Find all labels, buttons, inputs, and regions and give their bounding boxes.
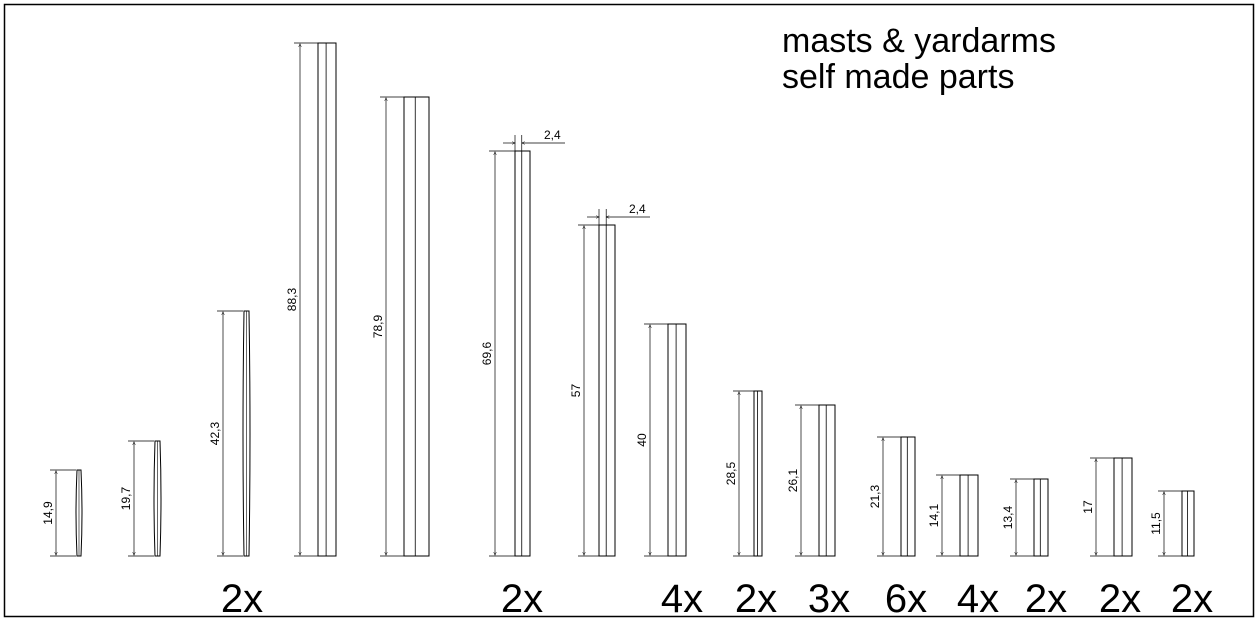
title-line-1: masts & yardarms [782,22,1056,60]
part-body [1181,490,1195,557]
length-label: 19,7 [119,486,133,510]
length-label: 40 [635,433,649,447]
length-label: 14,9 [41,501,55,525]
part-2: 19,7 [119,440,162,557]
quantity-label: 2x [1171,577,1213,620]
part-body [959,474,979,557]
quantity-label: 4x [661,577,703,620]
part-body [403,96,430,557]
quantity-label: 2x [1099,577,1141,620]
part-13: 13,4 2x [1001,478,1067,620]
part-body [1113,457,1133,557]
part-body [900,436,916,557]
length-label: 21,3 [868,484,882,508]
part-body [514,150,531,557]
length-label: 13,4 [1001,505,1015,529]
quantity-label: 2x [221,577,263,620]
parts-layer: 14,919,742,32x88,378,969,62,42x572,4404x… [41,42,1213,620]
length-label: 88,3 [285,287,299,311]
part-body [242,310,251,557]
length-label: 57 [569,384,583,398]
width-label: 2,4 [629,202,646,216]
width-label: 2,4 [544,128,561,142]
length-label: 42,3 [208,421,222,445]
part-5: 78,9 [371,96,430,557]
part-body [753,390,763,557]
title-line-2: self made parts [782,58,1014,96]
part-7: 572,4 [569,202,650,557]
part-body [818,404,836,557]
part-8: 40 4x [635,323,703,620]
length-label: 26,1 [786,468,800,492]
part-body [153,440,162,557]
length-label: 28,5 [724,461,738,485]
part-11: 21,3 6x [868,436,927,620]
length-label: 14,1 [927,503,941,527]
length-label: 78,9 [371,314,385,338]
quantity-label: 4x [957,577,999,620]
part-3: 42,3 2x [208,310,263,620]
part-body [1033,478,1049,557]
part-body [75,469,83,557]
length-label: 69,6 [480,341,494,365]
part-6: 69,6 2,4 2x [480,128,565,620]
quantity-label: 6x [885,577,927,620]
quantity-label: 2x [501,577,543,620]
drawing-frame [3,3,1255,618]
quantity-label: 2x [1025,577,1067,620]
part-body [598,224,616,557]
part-4: 88,3 [285,42,337,557]
part-10: 26,1 3x [786,404,850,620]
part-12: 14,1 4x [927,474,999,620]
part-9: 28,5 2x [724,390,777,620]
part-body [317,42,337,557]
quantity-label: 3x [808,577,850,620]
length-label: 11,5 [1149,512,1163,535]
part-15: 11,5 2x [1149,490,1213,620]
part-14: 17 2x [1081,457,1141,620]
length-label: 17 [1081,500,1095,514]
part-body [667,323,687,557]
quantity-label: 2x [735,577,777,620]
part-1: 14,9 [41,469,83,557]
